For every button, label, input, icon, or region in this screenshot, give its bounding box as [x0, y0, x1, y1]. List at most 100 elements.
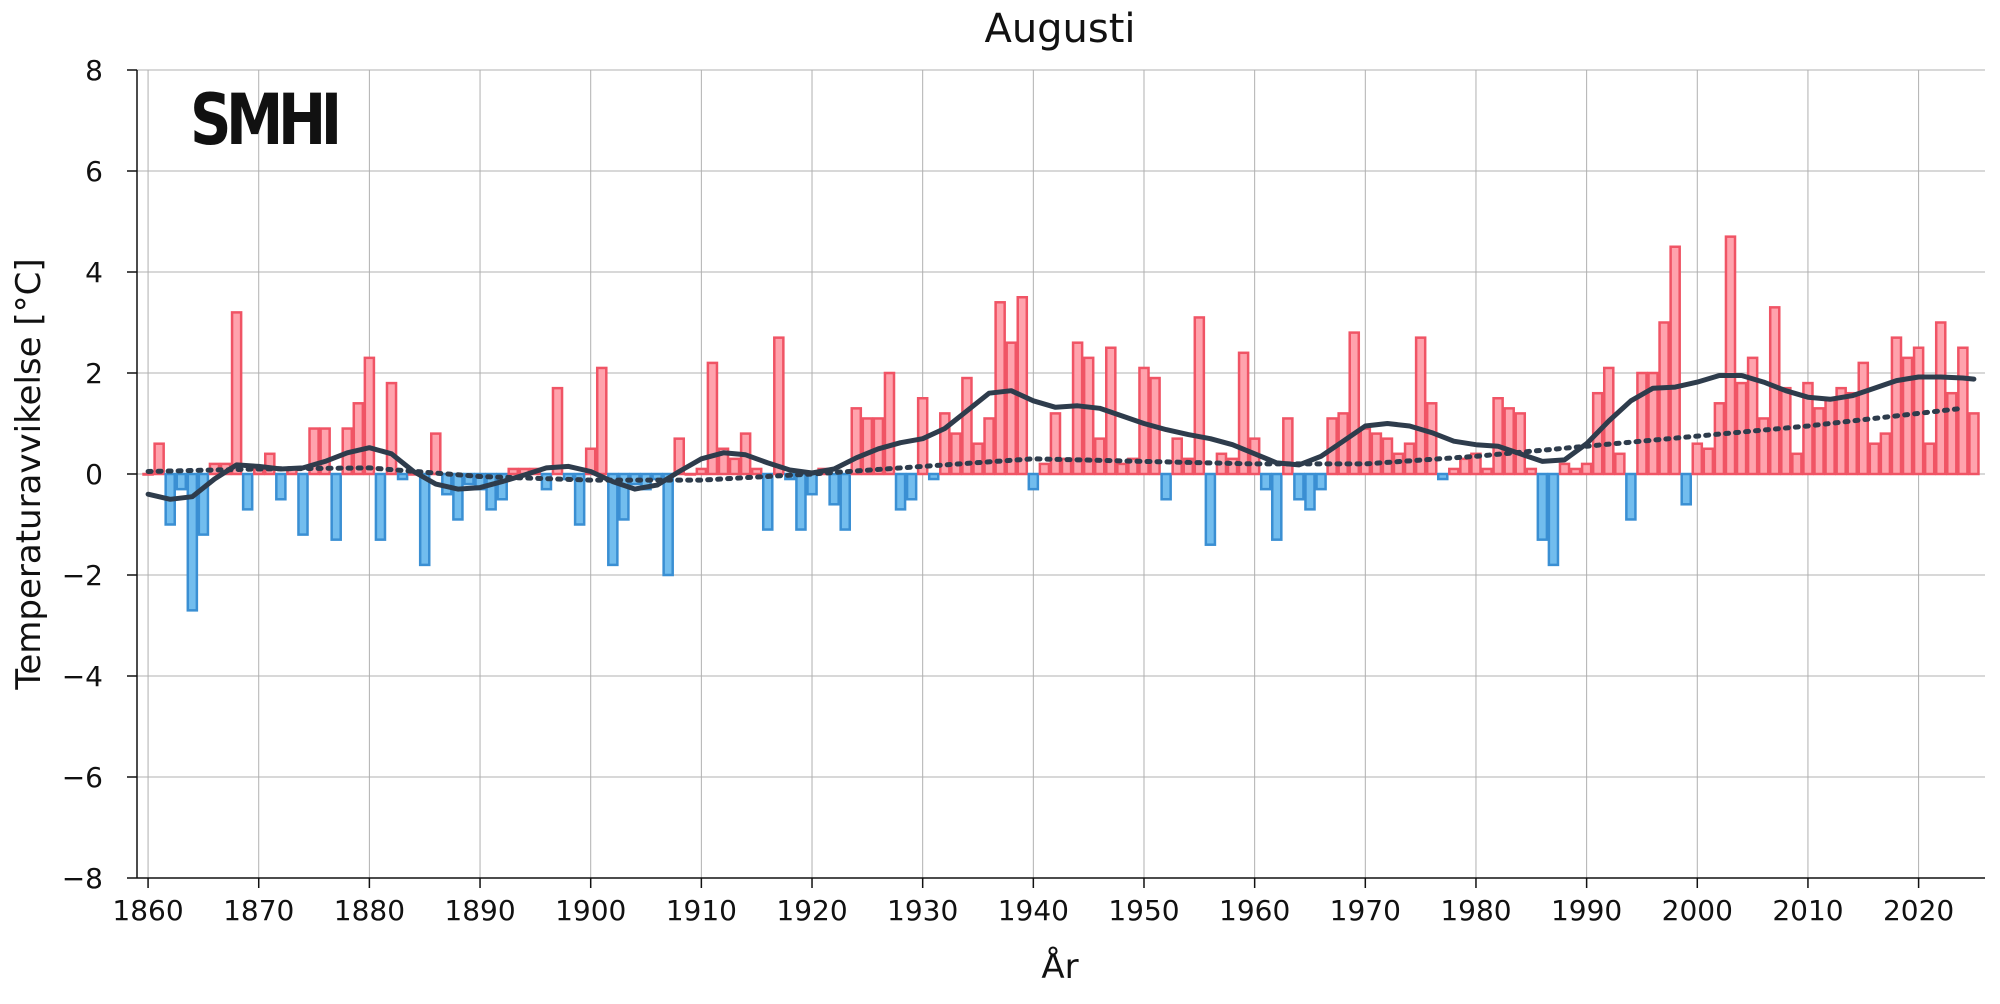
bar: [1658, 321, 1670, 476]
bar: [1514, 412, 1527, 476]
lines: [145, 373, 1977, 502]
bar: [950, 432, 962, 476]
bar: [1293, 472, 1305, 501]
x-tick-label: 2010: [1772, 894, 1843, 927]
bar: [1636, 371, 1648, 476]
bar: [573, 472, 586, 526]
bar: [308, 427, 320, 476]
bar: [728, 457, 741, 476]
bar: [1890, 336, 1903, 476]
bar: [1569, 467, 1582, 476]
bar: [1481, 467, 1493, 476]
bar: [1503, 407, 1515, 476]
bar: [1359, 427, 1372, 476]
bar: [1315, 472, 1327, 491]
bar: [1525, 467, 1538, 476]
bar: [1127, 457, 1139, 476]
bar: [452, 472, 464, 521]
bar: [706, 361, 719, 476]
bar: [927, 472, 940, 481]
tick-labels: 1860 1870 1880 1890 1900 1910 1920 1930 1940 1950…: [62, 54, 1955, 927]
bar: [396, 472, 409, 481]
x-tick-label: 1920: [776, 894, 847, 927]
bar: [839, 472, 851, 531]
y-tick-label: −8: [62, 862, 103, 895]
smhi-logo: SMHI: [190, 79, 337, 161]
bar: [352, 402, 365, 476]
bar: [1735, 381, 1748, 476]
bar: [1381, 437, 1394, 476]
y-tick-label: −2: [62, 559, 103, 592]
bar: [1226, 457, 1239, 476]
bar: [662, 472, 674, 577]
x-tick-label: 1940: [998, 894, 1069, 927]
bar: [1182, 457, 1195, 476]
x-tick-label: 2000: [1662, 894, 1733, 927]
bar: [1536, 472, 1549, 541]
bar: [507, 467, 520, 476]
bar: [828, 472, 840, 506]
bar: [496, 472, 508, 501]
bar: [961, 376, 973, 476]
chart-title: Augusti: [984, 6, 1135, 52]
x-tick-label: 1970: [1330, 894, 1401, 927]
bar: [1282, 417, 1294, 476]
bar: [153, 442, 165, 476]
bar: [551, 386, 564, 476]
bar: [1259, 472, 1272, 491]
bar: [1625, 472, 1637, 521]
bar: [1049, 412, 1062, 476]
bar: [717, 447, 730, 476]
bar: [1271, 472, 1283, 541]
bar: [1237, 351, 1250, 476]
bar: [905, 472, 918, 501]
bar: [1680, 472, 1693, 506]
bar: [1768, 306, 1781, 476]
bar: [297, 472, 309, 536]
bar: [1547, 472, 1560, 567]
bar: [1946, 391, 1958, 476]
bar: [1846, 391, 1858, 476]
bar: [264, 452, 276, 476]
x-tick-label: 1860: [112, 894, 183, 927]
bar: [1669, 245, 1681, 476]
y-tick-label: 0: [85, 458, 103, 491]
bar: [275, 472, 287, 501]
y-tick-label: −6: [62, 761, 103, 794]
bar: [1691, 442, 1704, 476]
bar: [684, 472, 697, 476]
bar: [883, 371, 896, 476]
bar: [1204, 472, 1217, 546]
bar: [1082, 356, 1095, 476]
bar: [1934, 321, 1947, 476]
bar: [1193, 316, 1206, 476]
y-tick-label: 4: [85, 256, 103, 289]
y-tick-label: 2: [85, 357, 103, 390]
bar: [1470, 452, 1482, 476]
bar: [1713, 402, 1726, 476]
bar: [1791, 452, 1803, 476]
bar: [540, 472, 553, 491]
axes: [127, 69, 1985, 888]
bar: [1647, 371, 1659, 476]
bar: [319, 427, 331, 476]
x-axis-label: År: [1041, 946, 1078, 987]
bar: [1093, 437, 1106, 476]
bar: [972, 442, 984, 476]
bar: [1912, 346, 1925, 476]
bar: [1746, 356, 1759, 476]
y-tick-label: 6: [85, 155, 103, 188]
bar: [363, 356, 376, 476]
x-tick-label: 1870: [223, 894, 294, 927]
bar: [773, 336, 785, 476]
bar: [142, 472, 154, 476]
x-tick-label: 1930: [887, 894, 958, 927]
x-tick-label: 1910: [666, 894, 737, 927]
bar: [1304, 472, 1316, 511]
bar: [485, 472, 497, 511]
bar: [806, 472, 818, 496]
x-tick-label: 1950: [1108, 894, 1179, 927]
y-tick-label: −4: [62, 660, 103, 693]
